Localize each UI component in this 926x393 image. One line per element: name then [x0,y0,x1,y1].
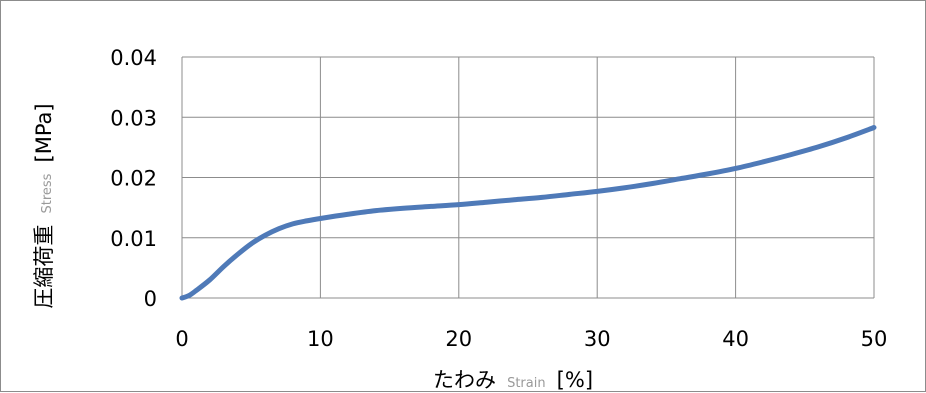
x-axis-title-sub: Strain [507,376,546,391]
tick-labels: 0 10 20 30 40 50 0 0.01 0.02 0.03 0.04 [110,46,887,351]
y-axis-title-sub: Stress [40,173,55,213]
x-tick-label: 50 [861,327,888,351]
x-axis-title-unit: [%] [557,368,593,392]
y-tick-label: 0.04 [110,46,157,70]
y-tick-label: 0.02 [110,167,157,191]
x-tick-label: 40 [722,327,749,351]
gridlines [181,56,875,299]
y-axis-title-main: 圧縮荷重 [32,225,56,309]
y-axis-title-unit: [MPa] [32,103,56,162]
y-tick-label: 0.01 [110,227,157,251]
x-axis-title-main: たわみ [433,368,496,392]
series-layer [179,124,877,301]
x-tick-label: 0 [175,327,188,351]
x-tick-label: 20 [445,327,472,351]
series-line [179,124,877,301]
y-tick-label: 0 [144,287,157,311]
x-tick-label: 10 [307,327,334,351]
y-axis-title: 圧縮荷重 Stress [MPa] [32,103,56,308]
x-tick-label: 30 [584,327,611,351]
x-axis-title: たわみ Strain [%] [433,368,593,392]
y-tick-label: 0.03 [110,106,157,130]
